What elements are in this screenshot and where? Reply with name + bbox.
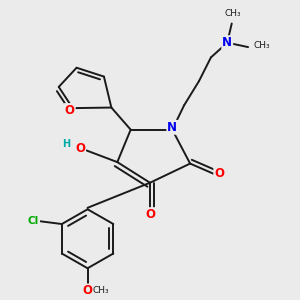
Text: O: O (214, 167, 224, 180)
Text: N: N (167, 121, 177, 134)
Text: CH₃: CH₃ (92, 286, 109, 296)
Text: O: O (75, 142, 85, 155)
Text: CH₃: CH₃ (225, 9, 242, 18)
Text: O: O (82, 284, 93, 298)
Text: H: H (62, 139, 70, 149)
Text: O: O (65, 104, 75, 117)
Text: O: O (145, 208, 155, 221)
Text: CH₃: CH₃ (254, 41, 270, 50)
Text: Cl: Cl (28, 216, 39, 226)
Text: N: N (222, 36, 232, 49)
